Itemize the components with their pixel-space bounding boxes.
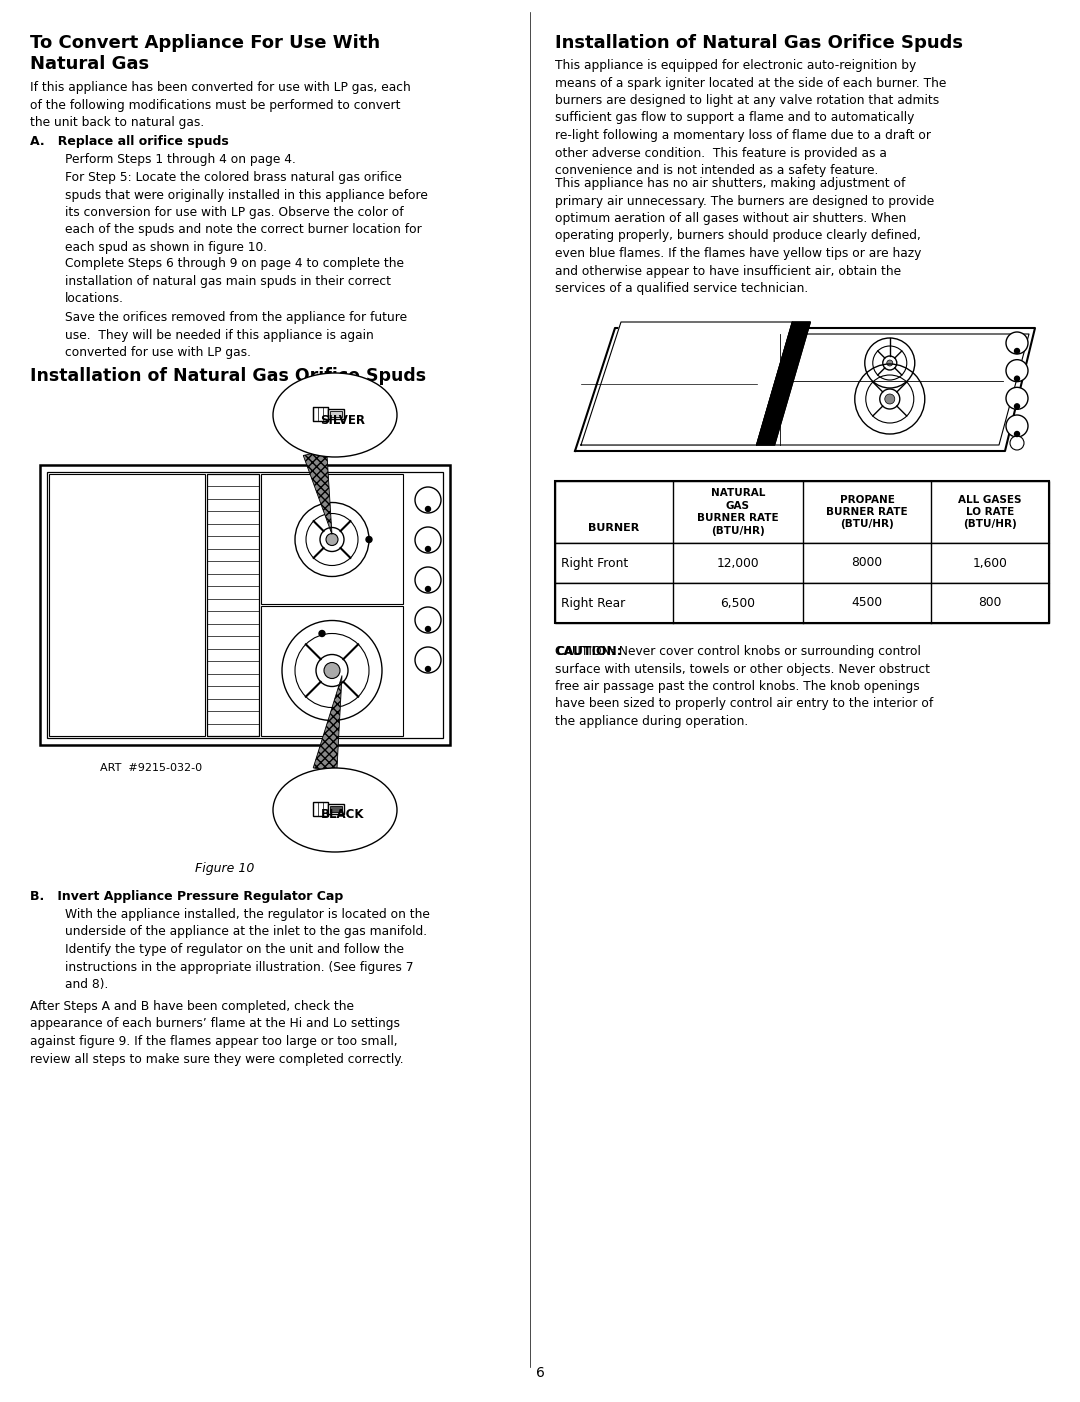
Text: Save the orifices removed from the appliance for future
use.  They will be neede: Save the orifices removed from the appli… (65, 311, 407, 359)
Bar (555, 583, 1049, 622)
Text: If this appliance has been converted for use with LP gas, each
of the following : If this appliance has been converted for… (30, 81, 410, 129)
Text: Perform Steps 1 through 4 on page 4.: Perform Steps 1 through 4 on page 4. (65, 153, 296, 165)
Bar (313, 802, 328, 816)
Polygon shape (313, 676, 342, 773)
Circle shape (1010, 436, 1024, 450)
Bar (261, 474, 403, 604)
Text: BLACK: BLACK (321, 808, 365, 820)
Circle shape (1014, 349, 1020, 353)
Ellipse shape (273, 373, 397, 457)
Circle shape (1005, 415, 1028, 437)
Text: NATURAL
GAS
BURNER RATE
(BTU/HR): NATURAL GAS BURNER RATE (BTU/HR) (698, 488, 779, 536)
Circle shape (1014, 404, 1020, 409)
Bar (207, 474, 259, 736)
Bar (40, 465, 450, 744)
Text: 6: 6 (536, 1366, 544, 1380)
Text: Installation of Natural Gas Orifice Spuds: Installation of Natural Gas Orifice Spud… (555, 34, 963, 52)
Bar (555, 481, 1049, 622)
Circle shape (324, 663, 340, 679)
Text: For Step 5: Locate the colored brass natural gas orifice
spuds that were origina: For Step 5: Locate the colored brass nat… (65, 171, 428, 254)
Circle shape (885, 394, 894, 404)
Circle shape (426, 586, 431, 592)
Text: Natural Gas: Natural Gas (30, 55, 149, 73)
Circle shape (415, 527, 441, 552)
Bar (261, 606, 403, 736)
Text: To Convert Appliance For Use With: To Convert Appliance For Use With (30, 34, 380, 52)
Bar (328, 409, 345, 419)
Polygon shape (757, 322, 810, 444)
Circle shape (326, 534, 338, 545)
Text: Right Front: Right Front (561, 557, 629, 569)
Circle shape (426, 506, 431, 512)
Text: PROPANE
BURNER RATE
(BTU/HR): PROPANE BURNER RATE (BTU/HR) (826, 495, 908, 530)
Text: 4500: 4500 (851, 596, 882, 610)
Circle shape (415, 486, 441, 513)
Text: 1,600: 1,600 (973, 557, 1008, 569)
Ellipse shape (273, 768, 397, 852)
Bar (48, 472, 443, 737)
Text: After Steps A and B have been completed, check the
appearance of each burners’ f: After Steps A and B have been completed,… (30, 1000, 404, 1066)
Circle shape (1014, 432, 1020, 436)
Bar (330, 411, 342, 416)
Bar (49, 474, 205, 736)
Circle shape (1005, 332, 1028, 353)
Bar (328, 803, 345, 815)
Polygon shape (303, 450, 332, 534)
Bar (555, 543, 1049, 583)
Text: A.   Replace all orifice spuds: A. Replace all orifice spuds (30, 135, 229, 149)
Circle shape (1014, 376, 1020, 381)
Text: 8000: 8000 (851, 557, 882, 569)
Text: Figure 10: Figure 10 (195, 862, 255, 875)
Text: CAUTION: Never cover control knobs or surrounding control
surface with utensils,: CAUTION: Never cover control knobs or su… (555, 645, 933, 728)
Text: This appliance is equipped for electronic auto-reignition by
means of a spark ig: This appliance is equipped for electroni… (555, 59, 946, 177)
Circle shape (415, 607, 441, 632)
Bar (313, 407, 328, 421)
Circle shape (1005, 387, 1028, 409)
Text: SILVER: SILVER (321, 414, 365, 426)
Bar (330, 806, 342, 812)
Circle shape (887, 360, 893, 366)
Circle shape (426, 547, 431, 551)
Text: Right Rear: Right Rear (561, 596, 625, 610)
Text: BURNER: BURNER (589, 523, 639, 533)
Bar (555, 481, 1049, 543)
Text: B.   Invert Appliance Pressure Regulator Cap: B. Invert Appliance Pressure Regulator C… (30, 890, 343, 903)
Polygon shape (581, 322, 793, 444)
Circle shape (415, 566, 441, 593)
Circle shape (319, 631, 325, 637)
Text: 12,000: 12,000 (717, 557, 759, 569)
Text: ALL GASES
LO RATE
(BTU/HR): ALL GASES LO RATE (BTU/HR) (958, 495, 1022, 530)
Text: Complete Steps 6 through 9 on page 4 to complete the
installation of natural gas: Complete Steps 6 through 9 on page 4 to … (65, 257, 404, 306)
Circle shape (426, 627, 431, 631)
Text: With the appliance installed, the regulator is located on the
underside of the a: With the appliance installed, the regula… (65, 908, 430, 991)
Text: CAUTION:: CAUTION: (555, 645, 622, 658)
Text: This appliance has no air shutters, making adjustment of
primary air unnecessary: This appliance has no air shutters, maki… (555, 177, 934, 294)
Circle shape (366, 537, 372, 543)
Circle shape (1005, 360, 1028, 381)
Circle shape (415, 646, 441, 673)
Circle shape (426, 666, 431, 672)
Text: 6,500: 6,500 (720, 596, 756, 610)
Text: Installation of Natural Gas Orifice Spuds: Installation of Natural Gas Orifice Spud… (30, 367, 427, 386)
Text: ART  #9215-032-0: ART #9215-032-0 (100, 763, 202, 773)
Text: 800: 800 (978, 596, 1001, 610)
